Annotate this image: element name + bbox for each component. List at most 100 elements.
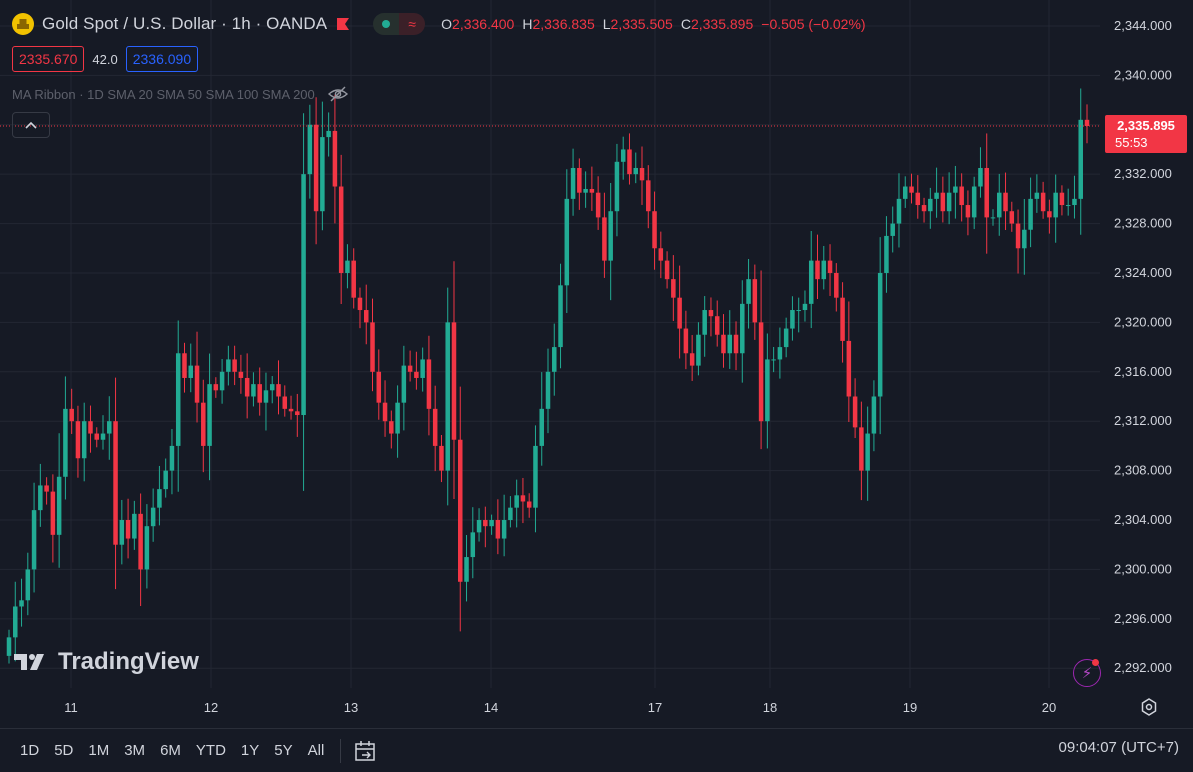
- toolbar-divider: [340, 738, 342, 763]
- indicator-label[interactable]: MA Ribbon · 1D SMA 20 SMA 50 SMA 100 SMA…: [12, 86, 315, 102]
- timeframe-all[interactable]: All: [307, 742, 325, 759]
- timeframe-1y[interactable]: 1Y: [240, 742, 260, 759]
- sell-button[interactable]: 2335.670: [12, 46, 85, 72]
- candle-body: [44, 485, 49, 492]
- market-status-pill[interactable]: ≈: [373, 13, 426, 35]
- candle-body: [934, 192, 939, 199]
- settings-icon[interactable]: [1139, 697, 1159, 717]
- gold-coin-icon[interactable]: [12, 13, 34, 35]
- candle-body: [683, 328, 689, 354]
- candle-body: [232, 359, 237, 372]
- candle-body: [414, 371, 419, 378]
- candle-body: [301, 174, 306, 416]
- chevron-up-icon: [25, 121, 37, 129]
- spread-value: 42.0: [92, 51, 118, 67]
- candle-body: [56, 476, 62, 535]
- candle-body: [75, 421, 81, 459]
- candle-body: [909, 186, 914, 193]
- candle-body: [464, 557, 469, 582]
- candle-body: [846, 340, 852, 397]
- candle-body: [971, 186, 977, 218]
- candle-body: [1034, 192, 1040, 199]
- candle-body: [765, 359, 770, 422]
- candle-body: [946, 192, 952, 212]
- timeframe-6m[interactable]: 6M: [160, 742, 181, 759]
- candle-body: [595, 192, 601, 218]
- go-to-date-button[interactable]: [353, 739, 379, 763]
- candle-body: [207, 384, 212, 446]
- candle-body: [69, 408, 74, 422]
- x-tick-label: 13: [344, 700, 358, 715]
- timeframe-5d[interactable]: 5D: [54, 742, 74, 759]
- candle-body: [157, 489, 162, 508]
- candle-body: [921, 205, 927, 212]
- candle-body: [94, 433, 100, 440]
- candle-body: [708, 310, 714, 317]
- buy-button[interactable]: 2336.090: [125, 46, 199, 72]
- candle-body: [38, 485, 43, 511]
- candle-body: [827, 260, 833, 273]
- lightning-icon[interactable]: ⚡: [1073, 659, 1101, 687]
- candle-body: [295, 411, 300, 416]
- candle-body: [107, 421, 112, 434]
- time-axis[interactable]: 11 12 13 14 17 18 19 20: [64, 700, 1056, 715]
- candle-body: [320, 137, 325, 212]
- collapse-legend-button[interactable]: [12, 112, 50, 138]
- timeframe-buttons: 1D 5D 1M 3M 6M YTD 1Y 5Y All: [20, 742, 324, 759]
- candle-body: [395, 402, 400, 434]
- candle-body: [577, 167, 582, 193]
- candle-body: [602, 217, 607, 261]
- candle-body: [370, 322, 375, 372]
- candle-body: [1003, 192, 1008, 212]
- candle-body: [407, 365, 413, 372]
- candle-body: [125, 520, 131, 539]
- candle-body: [132, 513, 137, 539]
- ohlc-values: O2,336.400 H2,336.835 L2,335.505 C2,335.…: [441, 16, 866, 32]
- candle-body: [345, 260, 350, 273]
- indicator-legend[interactable]: MA Ribbon · 1D SMA 20 SMA 50 SMA 100 SMA…: [12, 86, 349, 102]
- timeframe-1m[interactable]: 1M: [88, 742, 110, 759]
- candle-body: [326, 130, 331, 138]
- timezone-clock[interactable]: 09:04:07 (UTC+7): [1058, 739, 1179, 756]
- candle-body: [965, 205, 971, 218]
- candle-body: [19, 600, 24, 607]
- market-open-dot-icon: [382, 20, 391, 28]
- timeframe-5y[interactable]: 5Y: [274, 742, 293, 759]
- candle-body: [545, 371, 551, 409]
- timeframe-1d[interactable]: 1D: [20, 742, 40, 759]
- candle-body: [821, 260, 827, 280]
- candle-body: [646, 180, 651, 212]
- flag-icon[interactable]: [335, 17, 351, 31]
- y-tick-label: 2,300.000: [1114, 561, 1172, 576]
- tradingview-logo-icon: [14, 654, 44, 670]
- y-tick-label: 2,304.000: [1114, 512, 1172, 527]
- candle-body: [1084, 119, 1090, 126]
- timeframe-3m[interactable]: 3M: [124, 742, 146, 759]
- timeframe-ytd[interactable]: YTD: [195, 742, 226, 759]
- candle-body: [1022, 229, 1027, 249]
- y-tick-label: 2,324.000: [1114, 265, 1172, 280]
- candle-body: [808, 260, 814, 304]
- symbol-header: Gold Spot / U.S. Dollar · 1h · OANDA ≈ O…: [12, 10, 866, 38]
- symbol-title[interactable]: Gold Spot / U.S. Dollar · 1h · OANDA: [42, 14, 328, 33]
- candle-body: [113, 421, 118, 545]
- hidden-eye-icon[interactable]: [327, 86, 349, 102]
- candle-body: [88, 421, 93, 434]
- candle-body: [282, 396, 288, 409]
- y-tick-label: 2,296.000: [1114, 611, 1172, 626]
- candle-body: [63, 408, 68, 477]
- candle-body: [790, 310, 795, 329]
- x-tick-label: 20: [1042, 700, 1056, 715]
- candle-body: [219, 371, 225, 391]
- candle-body: [451, 322, 457, 440]
- tradingview-logo[interactable]: TradingView: [14, 648, 199, 676]
- x-tick-label: 12: [204, 700, 218, 715]
- candle-body: [514, 495, 519, 508]
- candle-body: [31, 510, 37, 570]
- candle-body: [351, 260, 356, 298]
- candle-body: [1009, 211, 1015, 224]
- candle-body: [652, 211, 657, 249]
- candle-body: [382, 402, 388, 422]
- candle-body: [1028, 198, 1033, 230]
